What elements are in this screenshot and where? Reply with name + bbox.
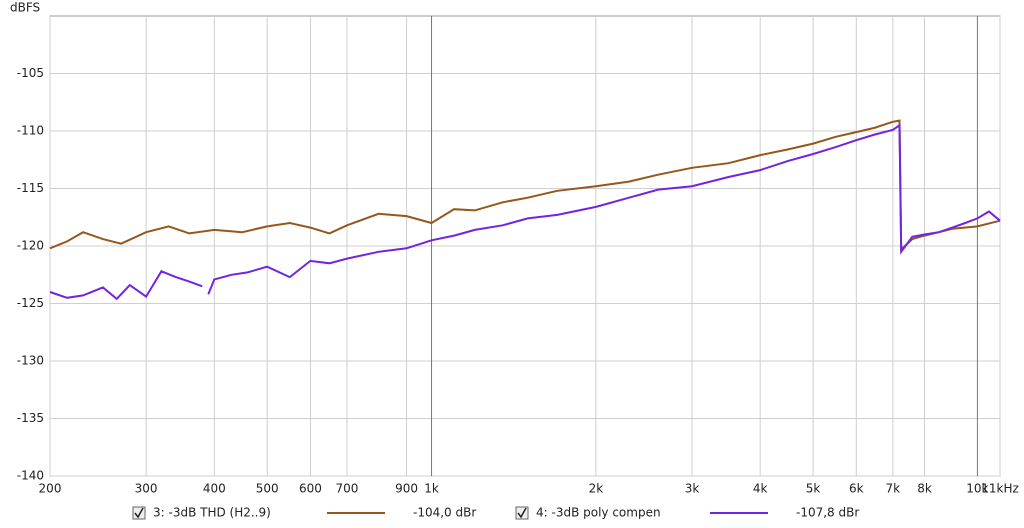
x-tick-label: 6k [849, 482, 864, 496]
y-axis-label: dBFS [10, 1, 40, 15]
x-tick-label: 7k [886, 482, 901, 496]
x-tick-label: 900 [395, 482, 418, 496]
legend-check[interactable] [134, 507, 144, 519]
x-tick-label: 1k [424, 482, 439, 496]
legend-value: -107,8 dBr [796, 506, 859, 520]
x-tick-label: 400 [203, 482, 226, 496]
x-tick-label: 8k [917, 482, 932, 496]
y-tick-label: -125 [17, 296, 44, 310]
x-tick-label: 600 [299, 482, 322, 496]
x-tick-label: 500 [256, 482, 279, 496]
y-tick-label: -130 [17, 354, 44, 368]
legend-check[interactable] [517, 507, 527, 519]
y-tick-label: -115 [17, 181, 44, 195]
x-tick-label: 10k [966, 482, 988, 496]
x-tick-label: 4k [753, 482, 768, 496]
x-tick-label: 200 [39, 482, 62, 496]
x-tick-label: 2k [589, 482, 604, 496]
y-tick-label: -105 [17, 66, 44, 80]
y-tick-label: -140 [17, 469, 44, 483]
x-tick-label: 11kHz [981, 482, 1019, 496]
legend-label: 3: -3dB THD (H2..9) [153, 506, 271, 520]
y-tick-label: -110 [17, 124, 44, 138]
series-line [49, 123, 1001, 301]
y-tick-label: -120 [17, 239, 44, 253]
x-tick-label: 3k [685, 482, 700, 496]
y-tick-label: -135 [17, 411, 44, 425]
series-line [49, 119, 1001, 252]
legend-value: -104,0 dBr [413, 506, 476, 520]
x-tick-label: 300 [135, 482, 158, 496]
x-tick-label: 5k [806, 482, 821, 496]
legend-label: 4: -3dB poly compen [536, 506, 661, 520]
x-tick-label: 700 [336, 482, 359, 496]
